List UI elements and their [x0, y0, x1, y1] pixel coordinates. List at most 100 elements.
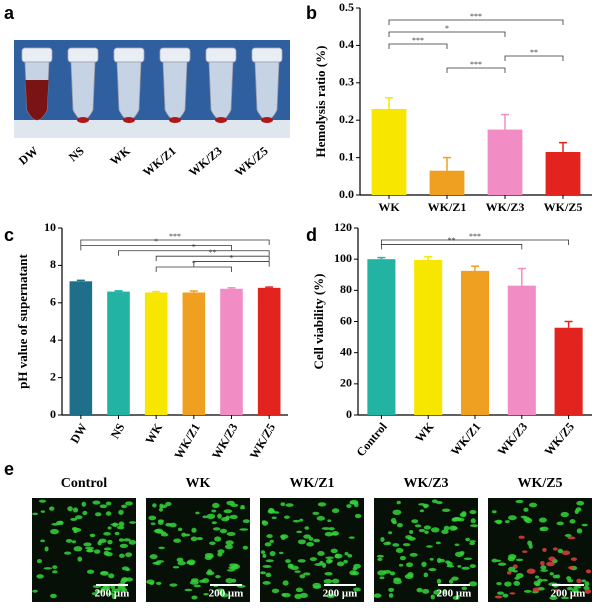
- significance-label: **: [209, 248, 217, 257]
- cell: [49, 506, 55, 511]
- cell: [373, 593, 382, 598]
- cell: [231, 578, 237, 583]
- cell: [157, 520, 164, 525]
- significance-bracket: [388, 31, 506, 37]
- cell: [199, 579, 206, 583]
- scale-bar-label: 200 μm: [95, 588, 130, 600]
- y-tick-label: 0.1: [339, 149, 354, 163]
- cell: [513, 580, 521, 586]
- cell: [557, 548, 564, 554]
- cell: [103, 547, 112, 551]
- cell: [330, 548, 338, 554]
- cell: [528, 502, 538, 508]
- cell: [560, 511, 569, 518]
- cell: [570, 557, 578, 561]
- panel-label: e: [4, 459, 14, 479]
- significance-bracket: [381, 244, 523, 250]
- cell: [125, 568, 131, 571]
- cell: [44, 546, 49, 552]
- cell: [555, 574, 561, 579]
- tube-cap: [251, 47, 283, 63]
- cell: [207, 555, 214, 558]
- cell: [431, 499, 438, 504]
- cell: [527, 540, 533, 546]
- cell: [107, 592, 114, 596]
- significance-bracket: [118, 250, 270, 256]
- cell: [211, 509, 217, 513]
- cell: [334, 553, 343, 559]
- cell: [515, 558, 524, 562]
- cell: [242, 545, 249, 550]
- tube: [116, 61, 142, 121]
- cell: [225, 540, 234, 546]
- cell: [278, 551, 284, 555]
- cell: [508, 553, 517, 560]
- cell: [566, 586, 573, 591]
- cell: [294, 570, 301, 573]
- panel-label: a: [4, 3, 15, 23]
- cell: [564, 534, 572, 537]
- cell: [111, 588, 120, 593]
- cell: [395, 548, 404, 554]
- cell: [491, 510, 497, 514]
- cell: [331, 578, 340, 584]
- tube-pellet: [123, 117, 135, 123]
- cell: [262, 581, 271, 585]
- cell: [216, 588, 225, 592]
- y-axis-title: Cell viability (%): [311, 273, 326, 369]
- cell: [153, 529, 161, 533]
- cell: [152, 503, 157, 508]
- cell: [312, 511, 320, 515]
- cell: [380, 536, 385, 543]
- cell: [347, 553, 353, 558]
- significance-label: ***: [412, 36, 424, 45]
- cell: [497, 562, 507, 566]
- cell: [299, 592, 308, 599]
- significance-label: ***: [469, 232, 481, 241]
- cell: [224, 544, 233, 550]
- cell: [108, 573, 115, 579]
- cell: [309, 557, 318, 562]
- cell: [353, 587, 361, 592]
- cell: [508, 566, 516, 572]
- cell: [508, 515, 517, 521]
- cell: [561, 550, 571, 556]
- y-tick-label: 20: [340, 376, 352, 390]
- cell: [418, 528, 426, 533]
- cell: [100, 571, 108, 575]
- cell: [399, 555, 406, 561]
- cell: [576, 578, 582, 584]
- cell: [203, 592, 209, 596]
- cell: [125, 501, 133, 506]
- cell: [229, 514, 238, 520]
- significance-bracket: [388, 43, 448, 49]
- y-tick-label: 0: [346, 407, 352, 421]
- cell: [282, 580, 289, 586]
- bar: [554, 327, 583, 415]
- cell: [303, 534, 312, 539]
- cell: [569, 519, 576, 524]
- cell: [268, 507, 275, 514]
- photo-label: NS: [66, 143, 87, 164]
- cell: [129, 521, 137, 524]
- cell: [306, 541, 315, 547]
- x-tick-label: WK: [412, 419, 437, 445]
- cell: [398, 563, 404, 567]
- cell: [191, 595, 198, 600]
- cell: [457, 565, 462, 568]
- cell: [542, 547, 547, 552]
- cell: [196, 537, 203, 541]
- panel-label: c: [4, 225, 14, 245]
- cell: [540, 569, 549, 572]
- cell: [313, 538, 321, 543]
- cell: [426, 545, 433, 548]
- tube-pellet: [215, 117, 227, 123]
- panel-label: b: [306, 3, 317, 23]
- cell: [389, 571, 396, 576]
- bar: [460, 270, 490, 415]
- cell: [445, 560, 451, 564]
- tube: [254, 61, 280, 121]
- cell: [269, 550, 276, 557]
- cell: [491, 558, 498, 563]
- cell: [207, 569, 212, 575]
